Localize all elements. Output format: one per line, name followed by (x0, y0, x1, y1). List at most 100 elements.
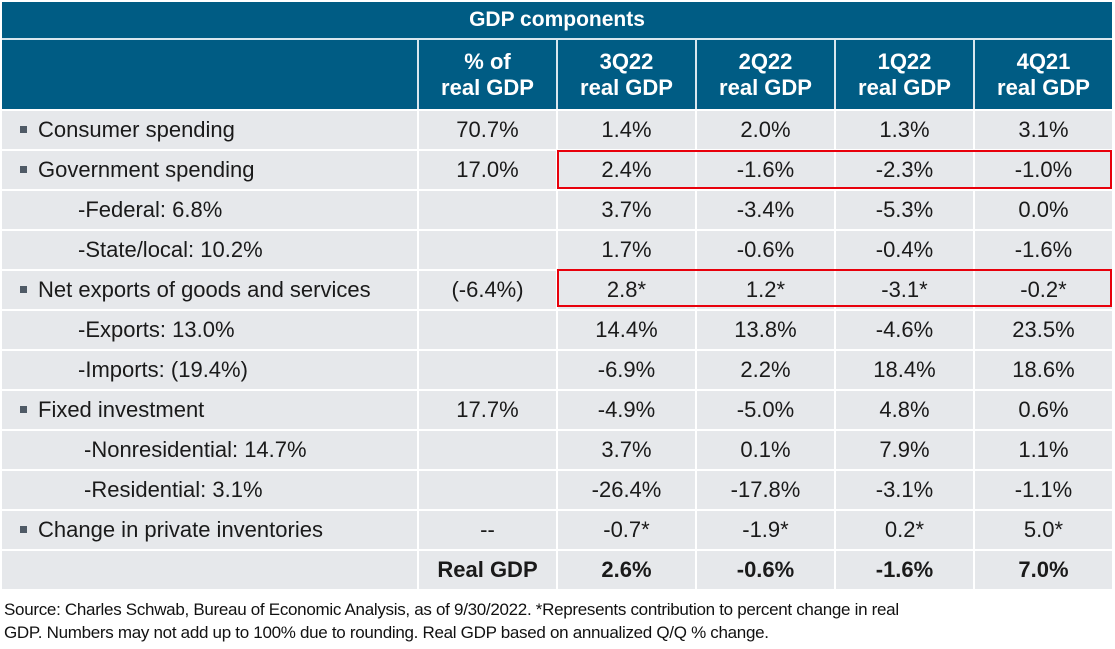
header-line2: real GDP (858, 74, 951, 100)
cell-q4-21: 0.6% (973, 391, 1112, 429)
cell-share: (-6.4%) (417, 271, 556, 309)
row-label-cell: -Residential: 3.1% (2, 471, 417, 509)
cell-q2-22: -1.6% (695, 151, 834, 189)
cell-q4-21: 0.0% (973, 191, 1112, 229)
total-row: Real GDP 2.6% -0.6% -1.6% 7.0% (2, 549, 1112, 589)
cell-share: 70.7% (417, 111, 556, 149)
cell-q4-21: 1.1% (973, 431, 1112, 469)
cell-q3-22: 2.6% (556, 551, 695, 589)
square-bullet-icon (20, 165, 27, 173)
row-label: -State/local: 10.2% (78, 237, 263, 262)
cell-q4-21: 5.0* (973, 511, 1112, 549)
row-label: Fixed investment (38, 397, 205, 422)
cell-q4-21: -1.0% (973, 151, 1112, 189)
column-header-label (2, 40, 417, 109)
table-row: Fixed investment 17.7% -4.9% -5.0% 4.8% 0.6% (2, 389, 1112, 429)
cell-q3-22: 14.4% (556, 311, 695, 349)
cell-share (417, 231, 556, 269)
cell-share (417, 351, 556, 389)
cell-q2-22: -3.4% (695, 191, 834, 229)
row-label: Net exports of goods and services (38, 277, 371, 302)
cell-q4-21: -1.6% (973, 231, 1112, 269)
table-title: GDP components (2, 2, 1112, 40)
cell-q4-21: 18.6% (973, 351, 1112, 389)
cell-q3-22: 2.4% (556, 151, 695, 189)
table-row: -Residential: 3.1% -26.4% -17.8% -3.1% -1.1% (2, 469, 1112, 509)
header-line2: real GDP (997, 74, 1090, 100)
cell-q2-22: 1.2* (695, 271, 834, 309)
cell-q2-22: -17.8% (695, 471, 834, 509)
row-label-cell: Consumer spending (2, 111, 417, 149)
cell-q2-22: 2.0% (695, 111, 834, 149)
cell-q4-21: -1.1% (973, 471, 1112, 509)
cell-q2-22: 0.1% (695, 431, 834, 469)
cell-q1-22: 0.2* (834, 511, 973, 549)
row-label-cell: -Imports: (19.4%) (2, 351, 417, 389)
cell-q4-21: 3.1% (973, 111, 1112, 149)
row-label: -Residential: 3.1% (84, 477, 263, 502)
cell-q1-22: -4.6% (834, 311, 973, 349)
row-label: Change in private inventories (38, 517, 323, 542)
cell-share (417, 431, 556, 469)
cell-share (417, 471, 556, 509)
header-line1: 2Q22 (738, 48, 793, 74)
cell-q1-22: -3.1% (834, 471, 973, 509)
cell-q1-22: 18.4% (834, 351, 973, 389)
cell-q3-22: 3.7% (556, 431, 695, 469)
cell-q2-22: -0.6% (695, 231, 834, 269)
header-line2: real GDP (719, 74, 812, 100)
table-row: -State/local: 10.2% 1.7% -0.6% -0.4% -1.6% (2, 229, 1112, 269)
table-row: -Imports: (19.4%) -6.9% 2.2% 18.4% 18.6% (2, 349, 1112, 389)
cell-q4-21: 7.0% (973, 551, 1112, 589)
cell-q3-22: 2.8* (556, 271, 695, 309)
header-line1: 3Q22 (599, 48, 654, 74)
table-row: -Federal: 6.8% 3.7% -3.4% -5.3% 0.0% (2, 189, 1112, 229)
row-label-cell: Government spending (2, 151, 417, 189)
cell-q4-21: 23.5% (973, 311, 1112, 349)
column-header-share: % of real GDP (417, 40, 556, 109)
cell-q2-22: 2.2% (695, 351, 834, 389)
cell-share: 17.7% (417, 391, 556, 429)
row-label-cell: Change in private inventories (2, 511, 417, 549)
cell-q3-22: 3.7% (556, 191, 695, 229)
cell-q1-22: -0.4% (834, 231, 973, 269)
column-header-1q22: 1Q22 real GDP (834, 40, 973, 109)
cell-q3-22: -0.7* (556, 511, 695, 549)
cell-q1-22: 1.3% (834, 111, 973, 149)
cell-q4-21: -0.2* (973, 271, 1112, 309)
cell-share: 17.0% (417, 151, 556, 189)
cell-q3-22: -26.4% (556, 471, 695, 509)
footnote-line1: Source: Charles Schwab, Bureau of Econom… (4, 600, 899, 619)
header-line1: 1Q22 (877, 48, 932, 74)
column-header-4q21: 4Q21 real GDP (973, 40, 1112, 109)
row-label: -Nonresidential: 14.7% (84, 437, 307, 462)
cell-share (417, 191, 556, 229)
cell-q1-22: -1.6% (834, 551, 973, 589)
square-bullet-icon (20, 405, 27, 413)
cell-share: Real GDP (417, 551, 556, 589)
cell-share (417, 311, 556, 349)
table-row: Change in private inventories -- -0.7* -1.9… (2, 509, 1112, 549)
header-line1: 4Q21 (1016, 48, 1071, 74)
row-label-cell: -Exports: 13.0% (2, 311, 417, 349)
cell-q1-22: -2.3% (834, 151, 973, 189)
row-label-cell: Net exports of goods and services (2, 271, 417, 309)
cell-share: -- (417, 511, 556, 549)
row-label-cell: -Nonresidential: 14.7% (2, 431, 417, 469)
row-label: Consumer spending (38, 117, 235, 142)
row-label: -Federal: 6.8% (78, 197, 223, 222)
cell-q1-22: 4.8% (834, 391, 973, 429)
table-row: -Nonresidential: 14.7% 3.7% 0.1% 7.9% 1.1% (2, 429, 1112, 469)
cell-q1-22: -5.3% (834, 191, 973, 229)
cell-q3-22: 1.7% (556, 231, 695, 269)
row-label-cell (2, 551, 417, 589)
cell-q2-22: -5.0% (695, 391, 834, 429)
cell-q3-22: -6.9% (556, 351, 695, 389)
table-row: Net exports of goods and services (-6.4%)… (2, 269, 1112, 309)
footnote-line2: GDP. Numbers may not add up to 100% due … (4, 623, 769, 642)
gdp-components-table: GDP components % of real GDP 3Q22 real GDP… (2, 2, 1112, 589)
column-header-3q22: 3Q22 real GDP (556, 40, 695, 109)
column-header-2q22: 2Q22 real GDP (695, 40, 834, 109)
cell-q2-22: -1.9* (695, 511, 834, 549)
header-line1: % of (464, 48, 511, 74)
